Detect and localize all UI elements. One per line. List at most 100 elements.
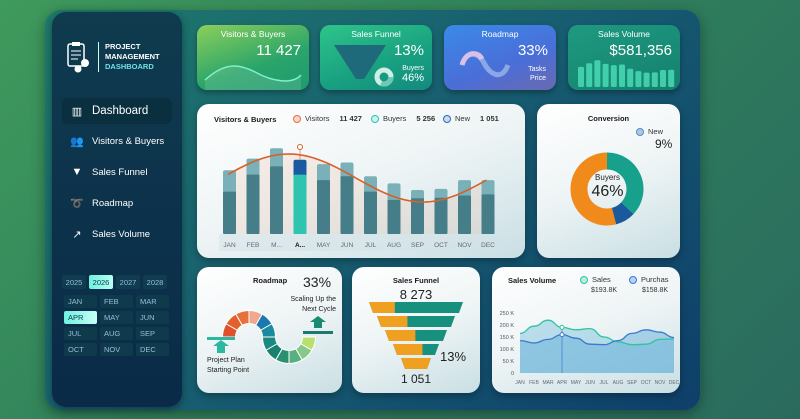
nav-label: Sales Funnel [92,166,148,178]
nav-dashboard[interactable]: ▥ Dashboard [62,98,172,124]
nav-label: Dashboard [92,105,149,117]
x-tick: OCT [641,380,652,386]
legend-value: 1 051 [480,114,499,123]
sales-mini-bars [578,60,675,87]
funnel-rate: 13% [440,349,467,364]
card-title: Conversion [587,114,630,123]
month-label: JAN [223,242,236,249]
bar-buyers [340,176,354,234]
visitors-area [228,154,487,234]
kpi-sales-card[interactable]: Sales Volume $581,356 [568,25,680,90]
axis-band [219,234,501,251]
funnel-icon: ▼ [71,166,83,178]
y-tick: 50 K [503,359,515,365]
legend-buyers: Buyers 5 256 [371,114,435,123]
legend-dot [580,275,588,284]
kpi-line2: Price [530,75,546,82]
month-label: FEB [247,242,260,249]
year-2025[interactable]: 2025 [62,275,86,289]
legend-dot [371,114,379,123]
legend-purchases: Purchas [629,275,669,284]
month-apr[interactable]: APR [64,311,97,324]
kpi-sub-value: 46% [401,72,424,84]
kpi-value: 33% [517,42,548,59]
kpi-sub-label: Buyers [402,65,424,72]
mini-bar [619,64,625,87]
legend-value: 5 256 [416,114,436,123]
bar-buyers [246,174,260,234]
bar-buyers [387,199,401,234]
logo-line3: DASHBOARD [105,62,154,71]
y-tick: 100 K [500,347,515,353]
kpi-value: 13% [393,42,424,59]
logo: PROJECT MANAGEMENT DASHBOARD [66,40,160,74]
month-jan[interactable]: JAN [64,295,97,308]
start-label: Starting Point [207,367,250,374]
kpi-title: Sales Volume [598,29,650,39]
mini-bar [602,63,609,87]
month-label: OCT [434,242,448,249]
center-label: Buyers [595,173,620,182]
funnel-stage-visitors [377,316,408,327]
sales-marker [559,324,565,330]
x-tick: AUG [613,380,624,386]
mini-bar [651,72,658,87]
month-label: JUL [365,242,377,249]
x-tick: JAN [515,380,525,386]
kpi-funnel-card[interactable]: Sales Funnel 13% Buyers 46% [320,25,432,90]
month-label: AUG [387,242,401,249]
funnel-chart [369,302,463,369]
nav-sales-funnel[interactable]: ▼ Sales Funnel [62,159,172,185]
bar-buyers [364,191,377,234]
month-mar[interactable]: MAR [136,295,169,308]
month-sep[interactable]: SEP [136,327,169,340]
legend-sales: Sales [580,275,611,284]
start-platform [207,337,235,340]
donut-slice [606,152,644,214]
road-icon: ➰ [70,197,84,210]
funnel-icon [334,45,386,79]
legend-dot [443,114,451,123]
funnel-stage-visitors [369,302,395,313]
kpi-title: Visitors & Buyers [220,29,286,39]
month-jul[interactable]: JUL [64,327,97,340]
year-2028[interactable]: 2028 [143,275,167,289]
month-aug[interactable]: AUG [100,327,133,340]
visitors-bar-chart: JAN FEB M... A... MAY JUN JUL AUG SEP OCT NOV DEC [219,144,501,251]
mini-bar [578,66,584,87]
year-selector: 2025 2026 2027 2028 [62,275,167,289]
nav-sales-volume[interactable]: ↗ Sales Volume [62,221,172,247]
month-oct[interactable]: OCT [64,343,97,356]
funnel-stage-visitors [401,358,431,369]
month-feb[interactable]: FEB [100,295,133,308]
y-tick: 250 K [500,311,515,317]
x-tick: SEP [627,380,638,386]
nav-visitors-buyers[interactable]: 👥 Visitors & Buyers [62,128,172,154]
up-arrow-icon [310,316,326,328]
month-label: DEC [481,242,495,249]
legend-dot [293,114,301,123]
purchases-marker [559,332,565,338]
purchases-line [519,329,675,346]
funnel-bottom-value: 1 051 [400,372,432,386]
month-jun[interactable]: JUN [136,311,169,324]
legend-value: $193.8K [591,287,618,294]
nav-label: Sales Volume [92,228,151,240]
month-nov[interactable]: NOV [100,343,133,356]
kpi-title: Sales Funnel [351,29,401,39]
year-2027[interactable]: 2027 [116,275,140,289]
month-may[interactable]: MAY [100,311,133,324]
roadmap-card: Roadmap 33% Scaling Up the Next Cycle Pro… [197,267,342,393]
month-dec[interactable]: DEC [136,343,169,356]
card-title: Visitors & Buyers [214,115,277,124]
mini-bar [660,69,666,87]
sales-area [520,320,674,373]
x-tick: JUL [600,380,609,386]
year-2026[interactable]: 2026 [89,275,113,289]
kpi-visitors-card[interactable]: Visitors & Buyers 11 427 [197,25,309,90]
kpi-roadmap-card[interactable]: Roadmap 33% Tasks Price [444,25,556,90]
nav-roadmap[interactable]: ➰ Roadmap [62,190,172,216]
kpi-title: Roadmap [481,29,519,39]
month-label: M... [271,242,282,249]
